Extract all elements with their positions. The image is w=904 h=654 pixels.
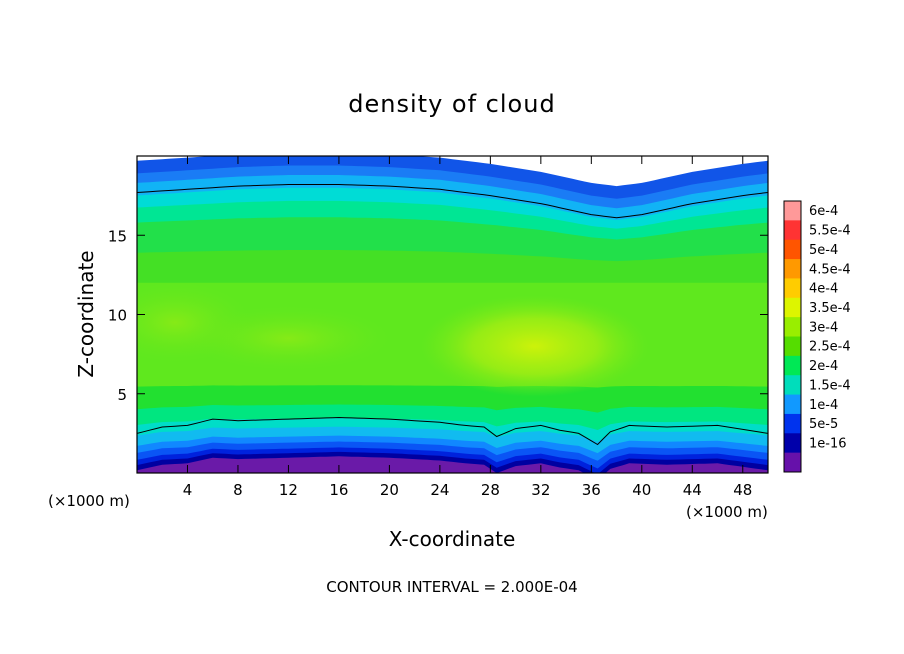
x-axis-label: X-coordinate <box>389 527 516 551</box>
colorbar-swatch <box>784 259 801 279</box>
y-tick-label: 5 <box>117 386 127 404</box>
y-axis-ticks: 5 10 15 <box>108 227 768 404</box>
colorbar-label: 1e-4 <box>809 398 838 413</box>
colorbar-label: 1.5e-4 <box>809 378 851 393</box>
x-tick-label: 12 <box>279 481 298 499</box>
contour-line-lower <box>137 416 768 446</box>
x-axis-ticks: 4 8 12 16 20 24 28 32 36 40 44 48 <box>183 156 752 499</box>
x-tick-label: 8 <box>233 481 243 499</box>
colorbar-label: 5e-5 <box>809 417 838 432</box>
colorbar-swatch <box>784 336 801 357</box>
x-unit-left: (×1000 m) <box>48 492 130 510</box>
colorbar-frame <box>783 200 802 473</box>
colorbar-swatch <box>784 278 801 299</box>
colorbar-swatch <box>784 413 801 434</box>
colorbar-label: 3e-4 <box>809 320 838 335</box>
x-tick-label: 28 <box>481 481 500 499</box>
chart-title: density of cloud <box>348 90 555 118</box>
colorbar-label: 5.5e-4 <box>809 224 851 239</box>
y-axis-label: Z-coordinate <box>74 250 98 377</box>
x-tick-label: 44 <box>683 481 702 499</box>
contour-band <box>137 456 768 473</box>
maximum-region-layer <box>137 282 649 397</box>
colorbar-label: 3.5e-4 <box>809 301 851 316</box>
colorbar-label: 4e-4 <box>809 282 838 297</box>
colorbar-swatch <box>784 375 801 396</box>
colorbar-swatch <box>784 297 801 318</box>
colorbar-label: 4.5e-4 <box>809 262 851 277</box>
density-maximum-region <box>420 295 649 397</box>
colorbar-label: 2.5e-4 <box>809 340 851 355</box>
colorbar-label: 5e-4 <box>809 243 838 258</box>
colorbar-label: 1e-16 <box>809 436 847 451</box>
x-tick-label: 20 <box>380 481 399 499</box>
contour-lines-layer <box>137 184 768 446</box>
colorbar-swatch <box>784 239 801 260</box>
colorbar: 6e-4 5.5e-4 5e-4 4.5e-4 4e-4 3.5e-4 3e-4 2.5e-4… <box>783 200 851 473</box>
colorbar-swatch <box>784 220 801 241</box>
colorbar-label: 6e-4 <box>809 204 838 219</box>
colorbar-swatch <box>784 394 801 415</box>
x-tick-label: 36 <box>582 481 601 499</box>
contour-line-upper <box>137 184 768 219</box>
y-tick-label: 10 <box>108 307 127 325</box>
x-unit-right: (×1000 m) <box>686 503 768 521</box>
secondary-maximum-region <box>187 306 390 370</box>
x-tick-label: 24 <box>430 481 449 499</box>
x-tick-label: 48 <box>733 481 752 499</box>
colorbar-label: 2e-4 <box>809 359 838 374</box>
x-tick-label: 32 <box>531 481 550 499</box>
x-tick-label: 4 <box>183 481 193 499</box>
x-tick-label: 16 <box>329 481 348 499</box>
contour-interval-note: CONTOUR INTERVAL = 2.000E-04 <box>326 578 577 596</box>
plot-area <box>137 156 768 473</box>
colorbar-swatch <box>784 201 801 221</box>
y-tick-label: 15 <box>108 227 127 245</box>
colorbar-swatch <box>784 452 801 473</box>
x-tick-label: 40 <box>632 481 651 499</box>
colorbar-swatch <box>784 355 801 376</box>
colorbar-swatch <box>784 433 801 454</box>
colorbar-swatch <box>784 317 801 337</box>
